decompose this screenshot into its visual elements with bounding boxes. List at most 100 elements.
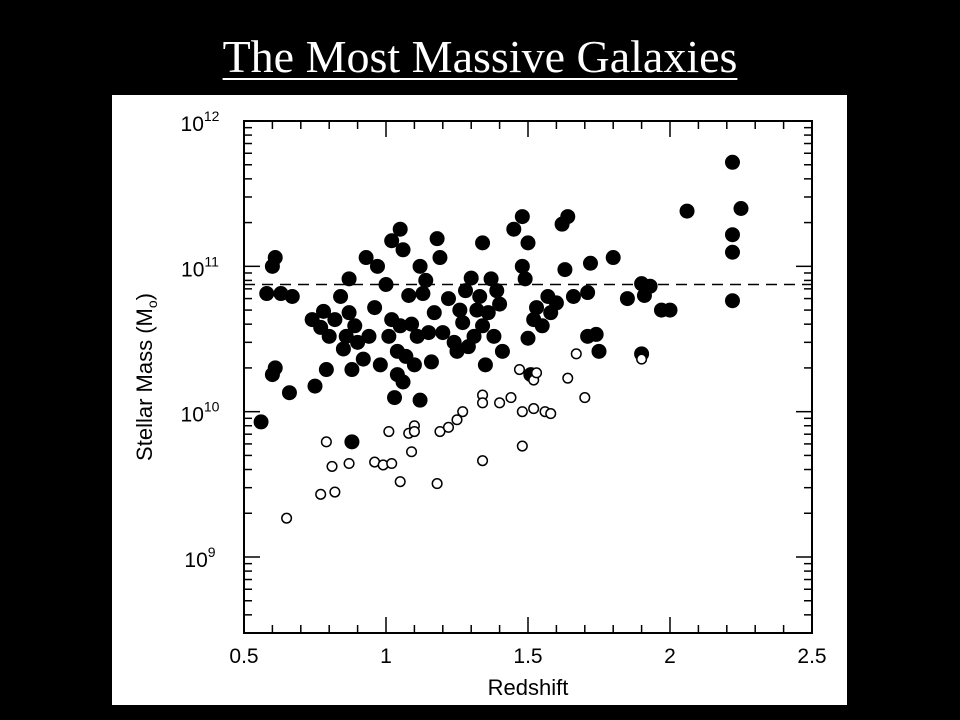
filled-data-point	[440, 291, 456, 307]
filled-data-point	[350, 334, 366, 350]
filled-data-point	[321, 328, 337, 344]
filled-data-point	[580, 285, 596, 301]
open-data-point	[383, 425, 395, 438]
filled-data-point	[404, 316, 420, 332]
y-tick-label: 109	[184, 544, 215, 572]
filled-data-point	[560, 209, 576, 225]
open-data-point	[562, 372, 574, 384]
filled-data-point	[344, 362, 360, 378]
open-data-point	[457, 406, 469, 418]
filled-data-point	[514, 209, 530, 225]
filled-data-point	[344, 434, 360, 450]
filled-data-point	[472, 289, 488, 305]
filled-data-point	[466, 328, 482, 344]
filled-data-point	[475, 235, 491, 251]
filled-data-point	[281, 385, 297, 401]
open-data-point	[477, 455, 489, 467]
filled-data-point	[463, 270, 479, 286]
open-data-point	[386, 457, 398, 470]
filled-data-point	[679, 203, 695, 219]
open-data-point	[513, 363, 526, 376]
filled-data-point	[520, 235, 536, 251]
y-axis-label: Stellar Mass (Mo)	[132, 293, 160, 461]
filled-data-point	[449, 343, 465, 359]
open-data-point	[545, 408, 557, 420]
filled-data-point	[333, 289, 349, 305]
filled-data-point	[486, 328, 502, 344]
filled-data-point	[372, 357, 388, 373]
filled-data-point	[520, 330, 536, 346]
filled-data-point	[423, 354, 439, 370]
filled-data-point	[264, 367, 280, 383]
axis-ticks	[243, 120, 813, 634]
y-tick-label: 1011	[181, 253, 219, 281]
filled-data-point	[318, 362, 334, 378]
filled-data-point	[591, 343, 607, 359]
open-data-point	[570, 348, 582, 360]
filled-data-point	[733, 201, 749, 217]
x-tick-label: 1	[380, 645, 392, 668]
filled-data-point	[455, 315, 471, 331]
open-data-point	[431, 478, 443, 490]
open-data-point	[442, 421, 455, 433]
filled-data-point	[338, 328, 354, 344]
filled-data-point	[341, 271, 357, 287]
filled-data-point	[662, 302, 678, 318]
open-data-point	[530, 367, 543, 379]
filled-data-point	[259, 286, 275, 302]
filled-data-point	[415, 286, 431, 302]
open-data-point	[528, 403, 540, 415]
filled-data-point	[452, 302, 468, 318]
open-data-point	[494, 397, 506, 409]
filled-data-point	[605, 250, 621, 266]
scatter-plot: 0.5 1 1.5 2 2.5 109 1010 1011 1012 Redshift Stel…	[132, 108, 827, 700]
filled-data-point	[435, 325, 451, 341]
filled-data-point	[355, 351, 371, 367]
open-data-point	[281, 512, 293, 524]
x-tick-label: 2.5	[797, 645, 826, 668]
filled-data-point	[642, 278, 658, 294]
x-axis-label: Redshift	[488, 675, 569, 700]
filled-data-point	[367, 300, 383, 316]
filled-data-point	[517, 271, 533, 287]
filled-data-point	[458, 283, 474, 299]
filled-data-point	[565, 289, 581, 305]
filled-data-point	[409, 328, 425, 344]
x-tick-label: 0.5	[229, 645, 258, 668]
filled-data-point	[327, 312, 343, 328]
filled-data-point	[557, 262, 573, 278]
filled-data-point	[582, 255, 598, 271]
filled-data-point	[273, 286, 289, 302]
filled-data-point	[341, 305, 357, 321]
open-data-point	[394, 476, 406, 488]
filled-data-point	[395, 374, 411, 390]
open-data-point	[408, 425, 420, 438]
filled-data-point	[429, 231, 445, 247]
filled-data-point	[392, 318, 408, 334]
filled-data-point	[619, 291, 635, 307]
filled-data-point	[475, 318, 491, 334]
filled-data-point	[347, 318, 363, 334]
filled-data-point	[529, 300, 545, 316]
slide-title: The Most Massive Galaxies	[222, 31, 738, 82]
filled-data-point	[492, 296, 508, 312]
filled-data-point	[534, 318, 550, 334]
filled-data-point	[432, 250, 448, 266]
x-tick-label: 1.5	[513, 645, 542, 668]
filled-data-point	[724, 244, 740, 260]
filled-data-point	[381, 328, 397, 344]
filled-data-point	[267, 250, 283, 266]
filled-data-point	[483, 271, 499, 287]
open-data-point	[636, 353, 648, 365]
open-data-point	[451, 414, 463, 426]
filled-data-point	[401, 287, 417, 303]
filled-data-point	[421, 325, 437, 341]
data-points	[253, 154, 749, 524]
open-data-point	[579, 392, 591, 404]
x-tick-label: 2	[664, 645, 676, 668]
filled-data-point	[724, 227, 740, 243]
filled-data-point	[469, 302, 485, 318]
filled-data-point	[395, 242, 411, 258]
filled-data-point	[548, 295, 564, 311]
filled-data-point	[418, 272, 434, 288]
